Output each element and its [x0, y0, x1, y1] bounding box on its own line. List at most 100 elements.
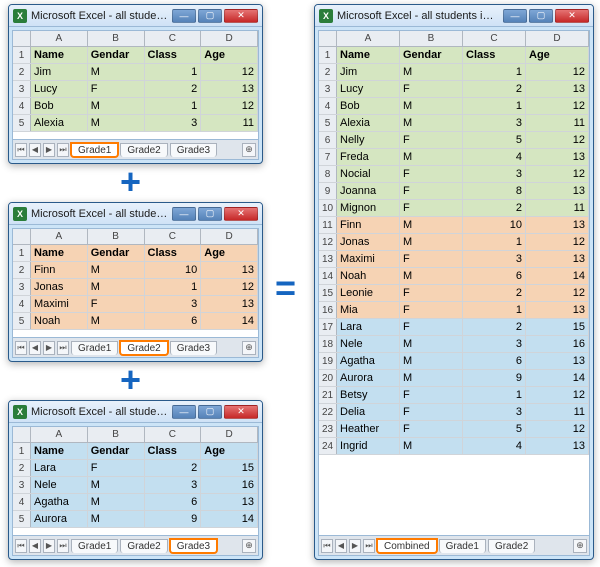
cell[interactable]: Nocial: [337, 166, 400, 182]
sheet-tab[interactable]: Combined: [377, 539, 437, 553]
cell[interactable]: 3: [145, 477, 202, 493]
cell[interactable]: M: [400, 217, 463, 233]
sheet-tab[interactable]: Grade2: [120, 341, 167, 355]
cell[interactable]: 16: [526, 336, 589, 352]
row-number[interactable]: 4: [13, 98, 31, 114]
cell[interactable]: 3: [463, 404, 526, 420]
cell[interactable]: Freda: [337, 149, 400, 165]
cell[interactable]: 1: [145, 98, 202, 114]
tab-nav-last-icon[interactable]: ⏭: [57, 143, 69, 157]
cell[interactable]: 1: [145, 64, 202, 80]
cell[interactable]: 2: [463, 81, 526, 97]
row-number[interactable]: 21: [319, 387, 337, 403]
cell[interactable]: Agatha: [337, 353, 400, 369]
cell[interactable]: 10: [145, 262, 202, 278]
maximize-button[interactable]: ▢: [529, 9, 553, 23]
tab-nav-first-icon[interactable]: ⏮: [321, 539, 333, 553]
cell[interactable]: 11: [526, 404, 589, 420]
cell[interactable]: F: [400, 251, 463, 267]
row-number[interactable]: 19: [319, 353, 337, 369]
cell[interactable]: 14: [526, 370, 589, 386]
row-number[interactable]: 5: [13, 115, 31, 131]
row-number[interactable]: 4: [319, 98, 337, 114]
column-header[interactable]: D: [201, 427, 258, 442]
row-number[interactable]: 7: [319, 149, 337, 165]
row-number[interactable]: 14: [319, 268, 337, 284]
close-button[interactable]: ✕: [224, 207, 258, 221]
cell[interactable]: Nele: [337, 336, 400, 352]
tab-nav-next-icon[interactable]: ▶: [43, 143, 55, 157]
cell[interactable]: Lucy: [31, 81, 88, 97]
cell[interactable]: Noah: [337, 268, 400, 284]
row-number[interactable]: 15: [319, 285, 337, 301]
cell[interactable]: M: [88, 511, 145, 527]
minimize-button[interactable]: —: [172, 207, 196, 221]
row-number[interactable]: 2: [13, 262, 31, 278]
cell[interactable]: 3: [463, 251, 526, 267]
cell[interactable]: 13: [526, 353, 589, 369]
cell[interactable]: 5: [463, 421, 526, 437]
row-number[interactable]: 8: [319, 166, 337, 182]
cell[interactable]: 13: [201, 296, 258, 312]
cell[interactable]: Bob: [337, 98, 400, 114]
cell[interactable]: Leonie: [337, 285, 400, 301]
cell[interactable]: F: [400, 404, 463, 420]
column-header[interactable]: D: [201, 31, 258, 46]
cell[interactable]: M: [88, 279, 145, 295]
new-sheet-icon[interactable]: ⊕: [242, 143, 256, 157]
cell[interactable]: F: [400, 285, 463, 301]
cell[interactable]: M: [400, 353, 463, 369]
tab-nav-next-icon[interactable]: ▶: [349, 539, 361, 553]
cell[interactable]: M: [88, 477, 145, 493]
cell[interactable]: M: [88, 64, 145, 80]
cell[interactable]: 12: [526, 421, 589, 437]
cell[interactable]: 1: [463, 387, 526, 403]
new-sheet-icon[interactable]: ⊕: [242, 341, 256, 355]
cell[interactable]: Heather: [337, 421, 400, 437]
header-cell[interactable]: Class: [463, 47, 526, 63]
row-number[interactable]: 5: [319, 115, 337, 131]
column-header[interactable]: B: [88, 427, 145, 442]
row-number[interactable]: 1: [13, 47, 31, 63]
cell[interactable]: 12: [526, 98, 589, 114]
row-number[interactable]: 3: [13, 279, 31, 295]
cell[interactable]: M: [88, 262, 145, 278]
cell[interactable]: 12: [526, 234, 589, 250]
cell[interactable]: F: [400, 387, 463, 403]
cell[interactable]: 14: [201, 511, 258, 527]
header-cell[interactable]: Gendar: [88, 443, 145, 459]
cell[interactable]: 16: [201, 477, 258, 493]
cell[interactable]: 13: [526, 302, 589, 318]
cell[interactable]: 2: [145, 81, 202, 97]
cell[interactable]: 6: [463, 353, 526, 369]
row-number[interactable]: 17: [319, 319, 337, 335]
row-number[interactable]: 20: [319, 370, 337, 386]
new-sheet-icon[interactable]: ⊕: [573, 539, 587, 553]
cell[interactable]: 13: [201, 81, 258, 97]
minimize-button[interactable]: —: [172, 405, 196, 419]
row-number[interactable]: 5: [13, 511, 31, 527]
cell[interactable]: Jonas: [337, 234, 400, 250]
cell[interactable]: F: [88, 81, 145, 97]
sheet-tab[interactable]: Grade1: [71, 341, 118, 355]
column-header[interactable]: A: [337, 31, 400, 46]
cell[interactable]: Mia: [337, 302, 400, 318]
cell[interactable]: Maximi: [31, 296, 88, 312]
cell[interactable]: 12: [526, 387, 589, 403]
row-number[interactable]: 6: [319, 132, 337, 148]
cell[interactable]: Alexia: [337, 115, 400, 131]
tab-nav-first-icon[interactable]: ⏮: [15, 143, 27, 157]
column-header[interactable]: B: [88, 229, 145, 244]
column-header[interactable]: A: [31, 229, 88, 244]
cell[interactable]: M: [88, 98, 145, 114]
cell[interactable]: Agatha: [31, 494, 88, 510]
cell[interactable]: 1: [145, 279, 202, 295]
cell[interactable]: 6: [145, 494, 202, 510]
cell[interactable]: M: [400, 149, 463, 165]
cell[interactable]: M: [400, 336, 463, 352]
cell[interactable]: 3: [463, 115, 526, 131]
minimize-button[interactable]: —: [503, 9, 527, 23]
header-cell[interactable]: Class: [145, 47, 202, 63]
cell[interactable]: 13: [201, 494, 258, 510]
cell[interactable]: 12: [526, 64, 589, 80]
